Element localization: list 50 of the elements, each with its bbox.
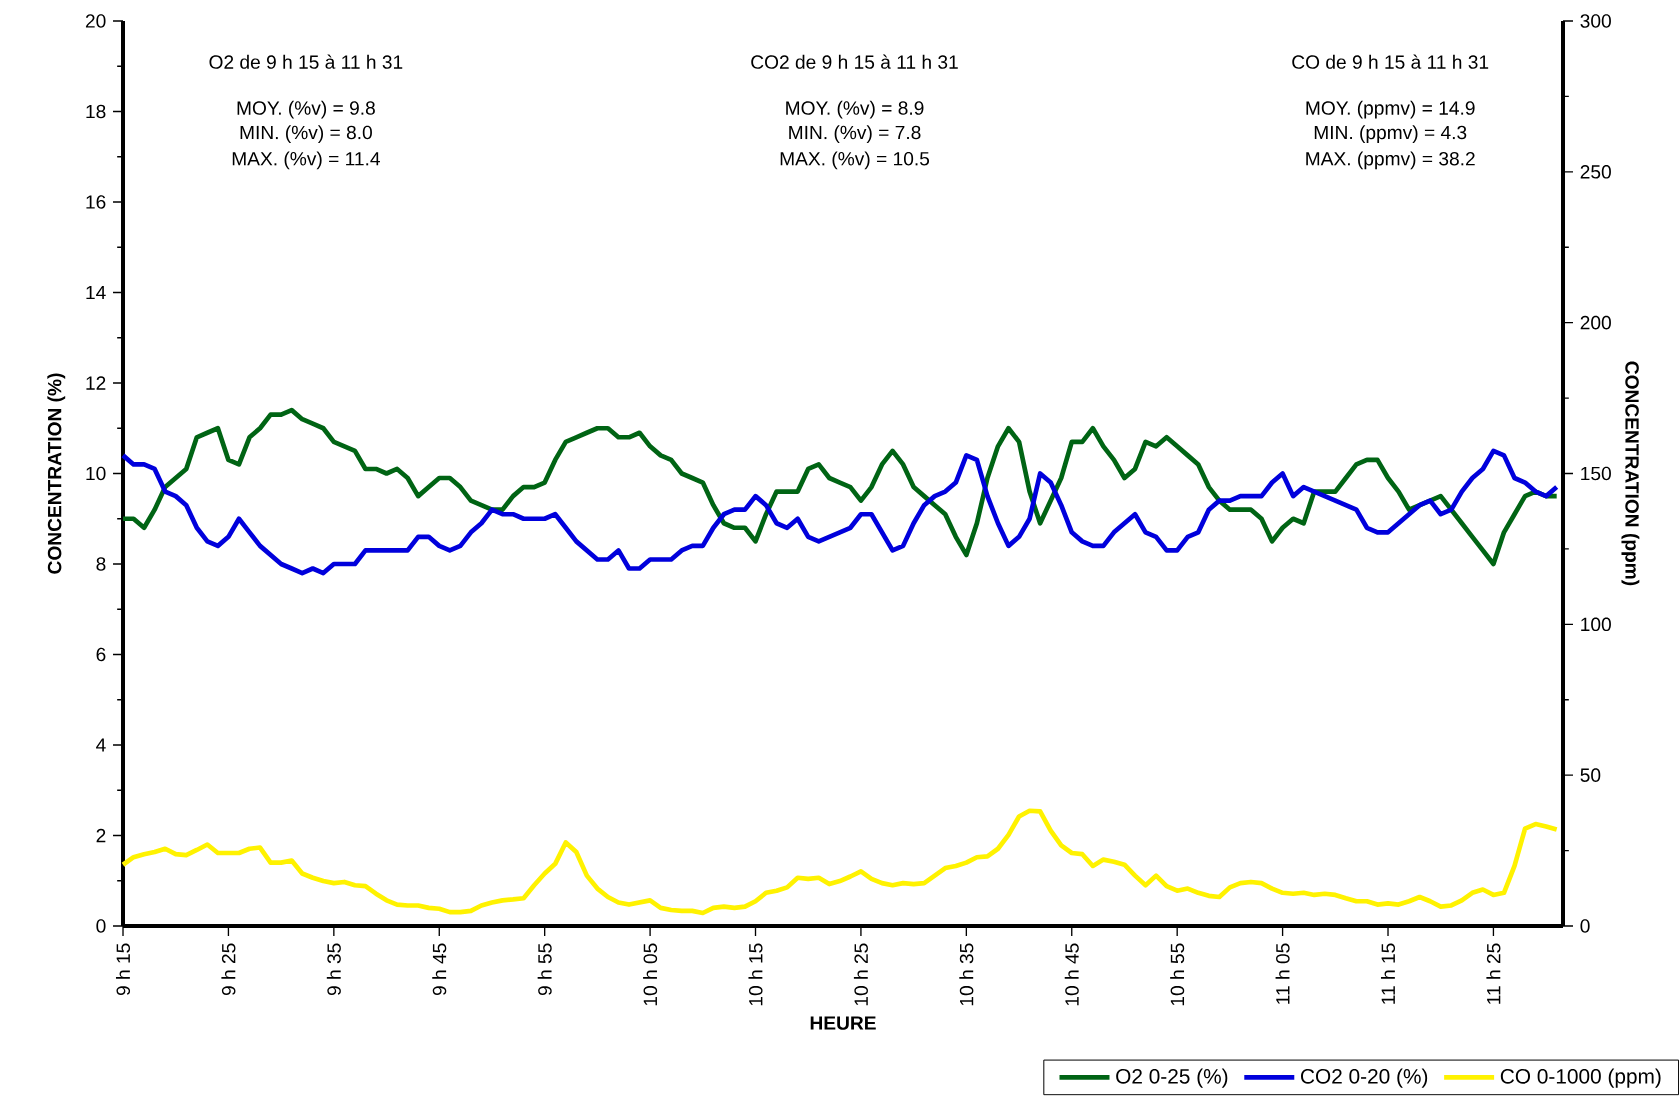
x-tick-label: 10 h 05: [643, 943, 658, 1006]
y2-tick-label: 50: [1580, 768, 1601, 782]
annotation: MOY. (%v) = 8.9: [786, 100, 924, 119]
x-tick-label: 9 h 25: [221, 943, 236, 996]
y2-tick-label: 200: [1580, 315, 1611, 330]
y-tick-label: 2: [96, 828, 106, 843]
y2-tick-label: 0: [1580, 919, 1590, 933]
annotation: MIN. (ppmv) = 4.3: [1314, 125, 1467, 144]
y-tick-label: 12: [86, 376, 106, 390]
x-tick-label: 11 h 05: [1275, 943, 1290, 1004]
y-tick-label: 4: [96, 738, 106, 752]
annotation: MIN. (%v) = 7.8: [789, 125, 921, 144]
annotation: MAX. (%v) = 10.5: [780, 151, 930, 170]
x-tick-label: 11 h 25: [1486, 943, 1501, 1004]
annotation: MOY. (ppmv) = 14.9: [1306, 100, 1475, 119]
annotation: CO2 de 9 h 15 à 11 h 31: [751, 54, 958, 69]
y2-tick-label: 150: [1581, 466, 1611, 481]
x-tick-label: 9 h 45: [432, 943, 447, 996]
legend-label: CO2 0-20 (%): [1301, 1068, 1428, 1088]
y-tick-label: 10: [86, 466, 106, 481]
x-tick-label: 10 h 45: [1064, 943, 1079, 1006]
legend-label: O2 0-25 (%): [1116, 1068, 1228, 1088]
y-tick-label: 0: [96, 919, 106, 933]
y2-axis-title: CONCENTRATION (ppm): [1621, 361, 1640, 586]
x-tick-label: 10 h 55: [1170, 943, 1185, 1006]
y2-tick-label: 100: [1581, 617, 1611, 632]
x-axis-title: HEURE: [810, 1016, 876, 1030]
x-tick-label: 9 h 15: [115, 943, 131, 996]
annotation: MIN. (%v) = 8.0: [240, 125, 372, 144]
legend-label: CO 0-1000 (ppm): [1500, 1068, 1661, 1088]
y-axis-title: CONCENTRATION (%): [47, 373, 66, 574]
x-tick-label: 10 h 15: [748, 943, 763, 1006]
y-tick-label: 16: [86, 195, 106, 209]
y-tick-label: 8: [96, 557, 106, 571]
x-tick-label: 10 h 35: [959, 943, 974, 1006]
annotation: MOY. (%v) = 9.8: [237, 100, 375, 119]
y2-tick-label: 300: [1580, 14, 1611, 28]
x-tick-label: 9 h 35: [326, 943, 341, 996]
y-tick-label: 6: [96, 647, 106, 662]
y-tick-label: 18: [86, 104, 106, 119]
x-tick-label: 11 h 15: [1380, 943, 1396, 1004]
annotation: CO de 9 h 15 à 11 h 31: [1292, 54, 1489, 69]
x-tick-label: 10 h 25: [853, 943, 868, 1006]
x-tick-label: 9 h 55: [537, 943, 552, 996]
y2-tick-label: 250: [1580, 165, 1611, 179]
annotation: O2 de 9 h 15 à 11 h 31: [209, 54, 403, 69]
y-tick-label: 14: [86, 285, 106, 300]
y-tick-label: 20: [85, 14, 106, 28]
annotation: MAX. (%v) = 11.4: [232, 151, 380, 170]
annotation: MAX. (ppmv) = 38.2: [1306, 151, 1475, 170]
